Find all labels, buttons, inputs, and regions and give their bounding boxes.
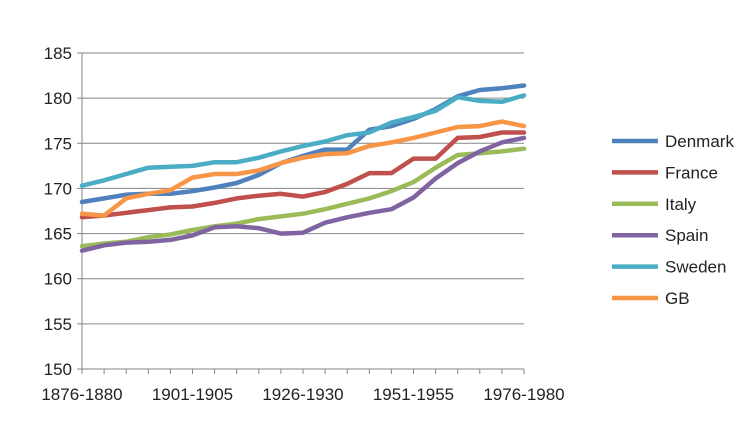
x-tick-label: 1926-1930 [262, 385, 343, 404]
legend-label: Italy [665, 195, 697, 214]
legend-label: Denmark [665, 132, 734, 151]
legend-item-spain: Spain [612, 226, 708, 245]
y-tick-label: 165 [44, 225, 72, 244]
series-lines [79, 83, 527, 253]
x-tick-label: 1951-1955 [373, 385, 454, 404]
y-tick-label: 175 [44, 134, 72, 153]
series-line-sweden [79, 93, 527, 188]
series-line-gb [79, 119, 527, 218]
legend-item-gb: GB [612, 289, 690, 308]
legend-item-denmark: Denmark [612, 132, 734, 151]
y-tick-label: 180 [44, 89, 72, 108]
y-tick-label: 185 [44, 44, 72, 63]
y-axis-ticks: 150 155 160 165 170 175 180 185 [44, 44, 82, 379]
legend-item-italy: Italy [612, 195, 697, 214]
legend-label: GB [665, 289, 690, 308]
series-line-france [79, 130, 527, 220]
legend-label: France [665, 163, 718, 182]
y-tick-label: 150 [44, 360, 72, 379]
legend: Denmark France Italy Spain Sweden GB [612, 132, 734, 308]
x-tick-label: 1876-1880 [41, 385, 122, 404]
x-tick-label: 1976-1980 [483, 385, 564, 404]
legend-label: Sweden [665, 258, 726, 277]
y-tick-label: 160 [44, 270, 72, 289]
series-line-italy [79, 146, 527, 249]
gridlines [82, 52, 524, 325]
y-tick-label: 155 [44, 315, 72, 334]
legend-item-sweden: Sweden [612, 258, 726, 277]
legend-label: Spain [665, 226, 708, 245]
y-tick-label: 170 [44, 179, 72, 198]
legend-item-france: France [612, 163, 718, 182]
x-axis: 1876-1880 1901-1905 1926-1930 1951-1955 1976… [41, 53, 565, 404]
x-tick-label: 1901-1905 [152, 385, 233, 404]
series-line-spain [79, 135, 527, 253]
